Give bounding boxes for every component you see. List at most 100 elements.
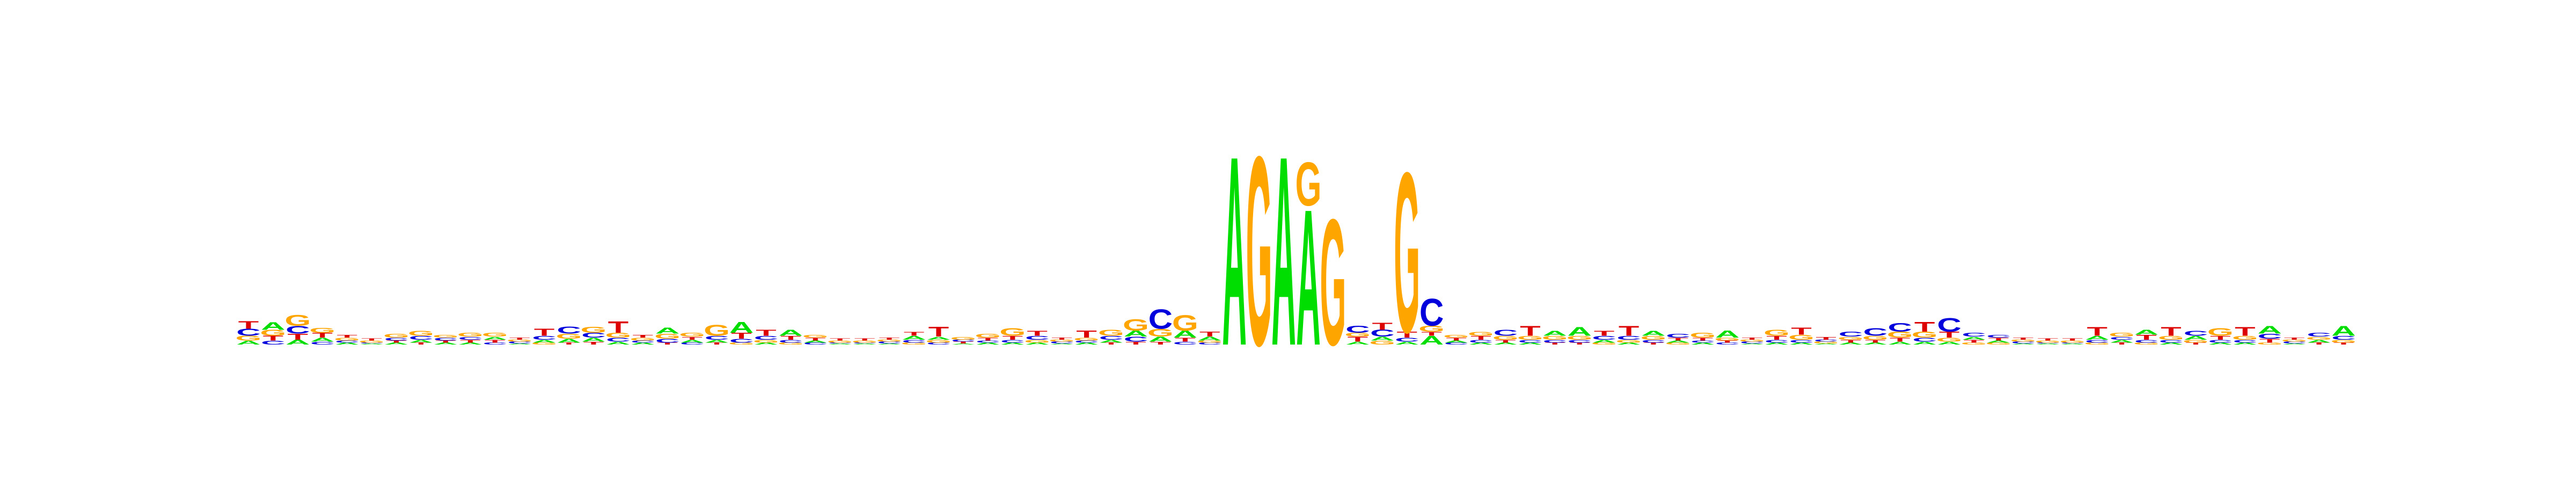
logo-letter: A — [360, 343, 384, 345]
logo-letter: C — [606, 336, 630, 343]
logo-letter: T — [1717, 340, 1738, 343]
logo-letter: G — [1492, 334, 1519, 341]
logo-letter: A — [877, 343, 901, 345]
logo-letter: G — [309, 326, 335, 334]
logo-letter: C — [926, 342, 950, 345]
logo-letter: G — [950, 336, 976, 341]
logo-letter: G — [1542, 334, 1568, 341]
logo-letter: C — [236, 327, 260, 338]
logo-letter: T — [1076, 329, 1096, 340]
logo-letter: G — [1517, 334, 1543, 341]
logo-letter: G — [1443, 334, 1469, 339]
logo-letter: A — [2184, 334, 2208, 341]
logo-letter: T — [1791, 326, 1811, 336]
logo-letter: G — [507, 339, 533, 342]
logo-letter: A — [2331, 323, 2355, 339]
logo-letter: C — [1814, 339, 1838, 342]
logo-letter: C — [261, 340, 285, 346]
logo-letter: C — [2036, 342, 2060, 344]
logo-letter: G — [1665, 342, 1691, 345]
logo-letter: G — [1591, 342, 1618, 345]
logo-letter: T — [1372, 321, 1393, 332]
logo-letter: A — [2134, 328, 2158, 336]
logo-letter: T — [1125, 341, 1146, 346]
logo-position-42: G — [1246, 100, 1272, 402]
logo-letter: G — [1689, 331, 1716, 339]
logo-letter: T — [1840, 339, 1861, 343]
logo-letter: C — [1419, 291, 1444, 334]
logo-letter: G — [852, 340, 878, 343]
logo-letter: A — [1616, 342, 1641, 345]
logo-letter: T — [288, 332, 308, 342]
logo-letter: G — [1073, 337, 1100, 342]
logo-letter: T — [1693, 337, 1713, 342]
logo-letter: C — [1789, 339, 1813, 343]
logo-letter: C — [2011, 341, 2035, 345]
logo-letter: C — [2060, 342, 2084, 344]
logo-letter: G — [2207, 326, 2234, 338]
logo-letter: T — [559, 342, 579, 345]
logo-letter: A — [310, 336, 334, 343]
logo-letter: G — [2109, 332, 2135, 338]
logo-letter: C — [803, 342, 828, 345]
logo-letter: C — [483, 342, 507, 345]
logo-letter: T — [534, 327, 554, 338]
logo-letter: C — [2110, 336, 2134, 341]
logo-letter: G — [728, 342, 755, 345]
logo-letter: C — [409, 334, 433, 341]
logo-letter: T — [1002, 334, 1023, 341]
logo-letter: T — [435, 340, 456, 343]
logo-letter: C — [852, 342, 876, 344]
logo-letter: A — [2307, 339, 2331, 343]
logo-letter: G — [1468, 331, 1494, 337]
logo-letter: G — [383, 333, 409, 339]
logo-letter: C — [2134, 339, 2158, 343]
logo-letter: G — [531, 342, 558, 345]
logo-letter: G — [1912, 330, 1938, 340]
logo-letter: C — [1765, 339, 1789, 343]
logo-letter: G — [556, 332, 582, 340]
logo-letter: C — [1839, 331, 1863, 338]
logo-letter: T — [1619, 323, 1639, 339]
logo-letter: C — [1518, 339, 1542, 343]
logo-letter: T — [312, 331, 333, 339]
logo-letter: C — [1444, 342, 1468, 345]
logo-letter: C — [581, 331, 605, 339]
logo-letter: G — [1616, 339, 1642, 343]
logo-letter: T — [1569, 342, 1590, 345]
logo-letter: G — [2059, 340, 2085, 343]
logo-letter: T — [336, 334, 357, 339]
logo-letter: A — [951, 343, 975, 345]
logo-letter: T — [1446, 337, 1466, 342]
logo-letter: T — [2161, 325, 2181, 339]
logo-letter: A — [1444, 340, 1468, 343]
logo-letter: A — [680, 339, 704, 343]
logo-letter: C — [1962, 332, 1986, 338]
logo-letter: A — [606, 341, 630, 346]
logo-letter: G — [2306, 336, 2332, 341]
